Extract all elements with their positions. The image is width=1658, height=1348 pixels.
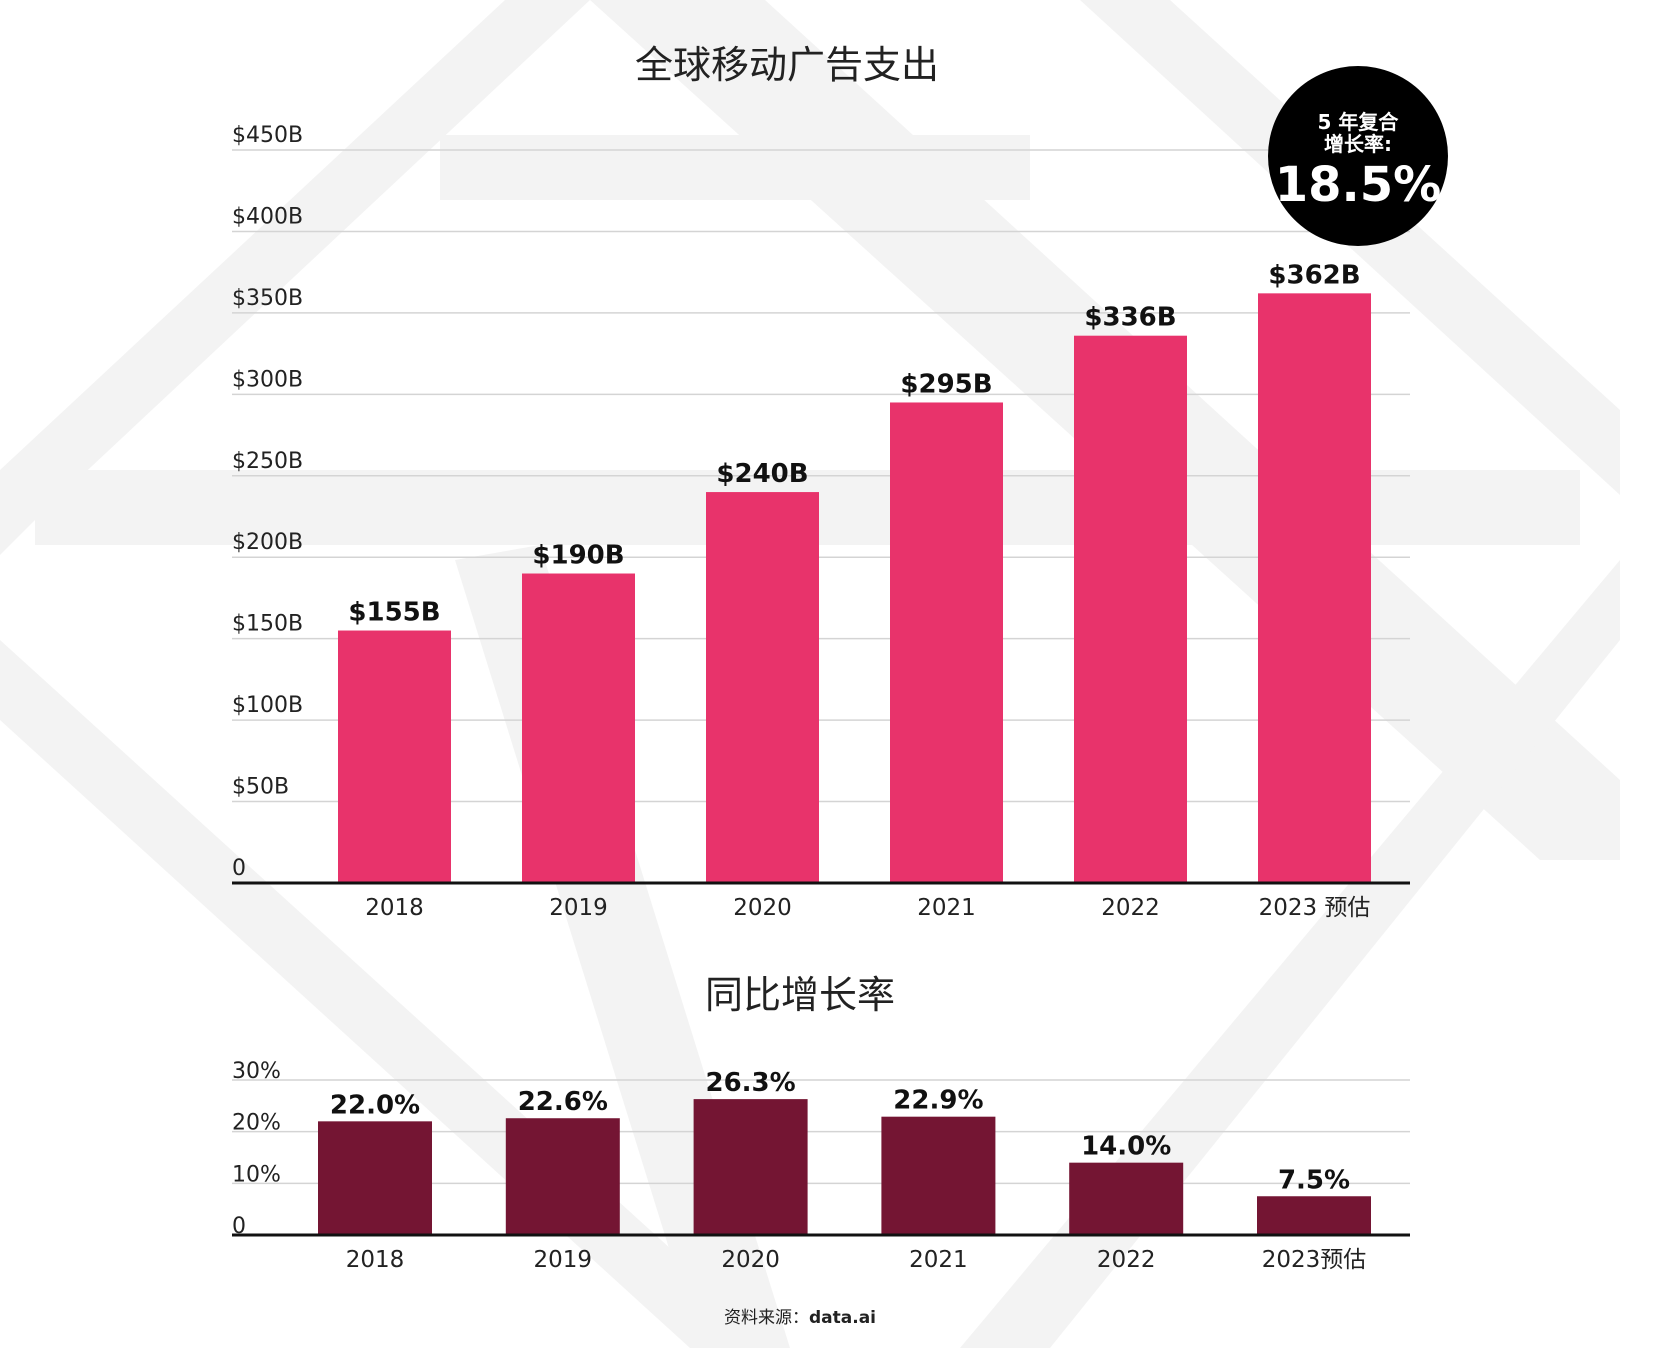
y-tick-label: 20%	[232, 1111, 281, 1136]
bar	[338, 630, 451, 883]
y-tick-label: $250B	[232, 449, 303, 474]
bar-value-label: $240B	[716, 459, 808, 489]
bar-value-label: 22.9%	[893, 1086, 983, 1116]
bar	[1069, 1162, 1184, 1235]
source-brand: data.ai	[809, 1308, 876, 1328]
bar-value-label: 22.0%	[330, 1090, 420, 1120]
y-tick-label: $50B	[232, 775, 289, 800]
cagr-badge-line2: 增长率:	[1324, 132, 1392, 156]
bar-value-label: $155B	[348, 598, 440, 628]
x-category-label: 2022	[1101, 895, 1160, 921]
yoy-growth-chart: 同比增长率 0 10% 20% 30% 22.0% 2018 22.6% 2019 26.3% 20…	[232, 973, 1410, 1273]
source-note: 资料来源：data.ai	[0, 1303, 1600, 1328]
bar	[1257, 1196, 1371, 1235]
y-tick-label: $200B	[232, 530, 303, 555]
y-tick-label: 0	[232, 856, 246, 881]
x-category-label: 2021	[909, 1247, 968, 1273]
y-tick-label: $400B	[232, 204, 303, 229]
y-tick-label: $100B	[232, 693, 303, 718]
cagr-badge: 5 年复合 增长率: 18.5%	[1268, 66, 1448, 246]
y-tick-label: $450B	[232, 123, 303, 148]
y-tick-label: 30%	[232, 1059, 281, 1084]
bar	[881, 1116, 996, 1235]
x-category-label: 2018	[346, 1247, 405, 1273]
watermark-shape	[440, 135, 1030, 200]
watermark-shape	[960, 560, 1620, 1348]
bar	[693, 1099, 808, 1235]
x-category-label: 2018	[365, 895, 424, 921]
bar	[706, 492, 819, 883]
chart-title: 全球移动广告支出	[635, 43, 939, 87]
y-tick-label: $350B	[232, 286, 303, 311]
y-tick-label: 10%	[232, 1162, 281, 1187]
chart-title: 同比增长率	[705, 973, 895, 1017]
bar	[1074, 335, 1187, 883]
bar-value-label: $295B	[900, 369, 992, 399]
cagr-badge-line1: 5 年复合	[1317, 110, 1399, 134]
x-category-label: 2023 预估	[1259, 895, 1371, 921]
y-tick-label: 0	[232, 1214, 246, 1239]
watermark-shape	[1080, 0, 1620, 495]
bar	[505, 1118, 620, 1235]
y-tick-label: $150B	[232, 612, 303, 637]
ad-spend-chart: 全球移动广告支出 0 $50B $100B $150B $200B $250B $300B $3…	[232, 43, 1410, 921]
bar	[522, 573, 635, 883]
x-category-label: 2021	[917, 895, 976, 921]
bar	[318, 1121, 432, 1235]
source-label: 资料来源：	[724, 1308, 809, 1328]
bar-value-label: 14.0%	[1081, 1132, 1171, 1162]
bar-value-label: $336B	[1084, 303, 1176, 333]
x-category-label: 2020	[733, 895, 792, 921]
x-category-label: 2019	[534, 1247, 593, 1273]
bar-value-label: $362B	[1268, 260, 1360, 290]
bar	[1258, 293, 1371, 883]
bar-value-label: 22.6%	[518, 1087, 608, 1117]
x-category-label: 2020	[721, 1247, 780, 1273]
bar-value-label: $190B	[532, 541, 624, 571]
x-category-label: 2019	[549, 895, 608, 921]
x-category-label: 2023预估	[1262, 1247, 1367, 1273]
y-tick-label: $300B	[232, 367, 303, 392]
bar	[890, 402, 1003, 883]
cagr-badge-value: 18.5%	[1274, 157, 1442, 213]
bar-value-label: 26.3%	[705, 1068, 795, 1098]
x-category-label: 2022	[1097, 1247, 1156, 1273]
bar-value-label: 7.5%	[1278, 1165, 1350, 1195]
